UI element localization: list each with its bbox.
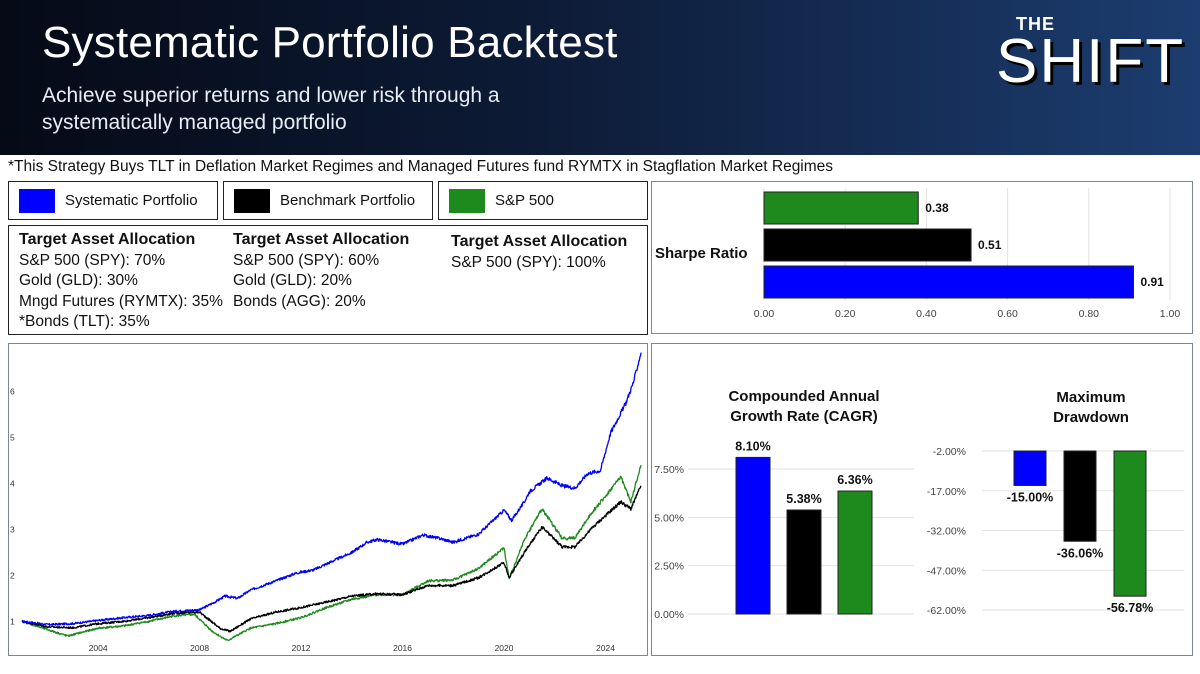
y-tick-label: 4 [10, 479, 15, 489]
data-label: -36.06% [1057, 546, 1104, 560]
chart-title: Maximum [1056, 389, 1125, 406]
y-tick-label: 3 [10, 524, 15, 534]
allocation-line: S&P 500 (SPY): 60% [233, 251, 380, 269]
allocation-line: Mngd Futures (RYMTX): 35% [19, 292, 223, 310]
allocation-systematic: Target Asset Allocation S&P 500 (SPY): 7… [19, 230, 223, 333]
y-tick-label: 6 [10, 387, 15, 397]
y-tick-label: 1 [10, 616, 15, 626]
chart-title: Sharpe Ratio [655, 245, 748, 262]
metric-bar [1013, 450, 1047, 486]
x-tick-label: 0.40 [916, 308, 937, 320]
legend-item-sp500: S&P 500 [438, 181, 648, 220]
x-tick-label: 2004 [89, 643, 108, 653]
x-tick-label: 2024 [596, 643, 615, 653]
allocation-line: *Bonds (TLT): 35% [19, 313, 150, 330]
y-tick-label: -32.00% [927, 526, 966, 538]
allocation-heading: Target Asset Allocation [451, 233, 628, 250]
y-tick-label: -62.00% [927, 605, 966, 617]
legend-swatch-sp500 [449, 188, 485, 213]
legend-item-benchmark: Benchmark Portfolio [223, 181, 433, 220]
data-label: -56.78% [1107, 601, 1154, 615]
y-tick-label: 2 [10, 570, 15, 580]
x-tick-label: 0.80 [1079, 308, 1100, 320]
metric-bar [1113, 450, 1147, 597]
y-tick-label: -17.00% [927, 486, 966, 498]
x-tick-label: 2008 [190, 643, 209, 653]
brand-logo: THE SHIFT [996, 14, 1186, 96]
max-drawdown-chart: Maximum Drawdown -2.00% -17.00% -32.00% -47.0… [927, 389, 1184, 617]
metric-bar [786, 509, 822, 615]
x-tick-label: 2016 [393, 643, 412, 653]
sharpe-bar [763, 228, 972, 262]
x-tick-label: 0.20 [835, 308, 856, 320]
allocation-line: Gold (GLD): 20% [233, 272, 352, 289]
legend-swatch-benchmark [234, 188, 270, 213]
allocation-line: Gold (GLD): 30% [19, 272, 138, 289]
allocation-line: Bonds (AGG): 20% [233, 292, 366, 310]
strategy-note: *This Strategy Buys TLT in Deflation Mar… [8, 158, 834, 175]
allocation-benchmark: Target Asset Allocation S&P 500 (SPY): 6… [233, 230, 409, 312]
data-label: 0.91 [1140, 275, 1164, 289]
data-label: 0.51 [978, 238, 1002, 252]
page-subtitle: Achieve superior returns and lower risk … [42, 84, 500, 134]
page-title: Systematic Portfolio Backtest [42, 18, 618, 67]
metrics-panel: Compounded Annual Growth Rate (CAGR) 0.00%… [651, 343, 1193, 656]
x-tick-label: 1.00 [1160, 308, 1181, 320]
sharpe-ratio-chart: 0.00 0.20 0.40 0.60 0.80 1.00 Sharpe Ratio 0.38… [655, 188, 1181, 320]
data-label: 0.38 [925, 201, 949, 215]
allocation-panel: Target Asset Allocation S&P 500 (SPY): 7… [8, 225, 648, 335]
y-tick-label: 7.50% [654, 464, 684, 476]
legend-swatch-systematic [19, 188, 55, 213]
allocation-heading: Target Asset Allocation [233, 231, 410, 248]
data-label: 5.38% [786, 492, 821, 506]
y-tick-label: 5 [10, 433, 15, 443]
logo-text-main: SHIFT [996, 27, 1186, 96]
allocation-line: S&P 500 (SPY): 100% [451, 253, 606, 271]
metric-bar [837, 490, 873, 615]
cagr-chart: Compounded Annual Growth Rate (CAGR) 0.00%… [654, 388, 914, 621]
x-tick-label: 0.00 [754, 308, 775, 320]
chart-title: Compounded Annual [728, 388, 879, 405]
sharpe-ratio-panel: 0.00 0.20 0.40 0.60 0.80 1.00 Sharpe Ratio 0.38… [651, 181, 1193, 334]
legend-label-benchmark: Benchmark Portfolio [280, 192, 416, 209]
y-tick-label: -47.00% [927, 565, 966, 577]
data-label: -15.00% [1007, 490, 1054, 504]
growth-line-chart: 1 2 3 4 5 6 2004 2008 2012 2016 2020 2024 [10, 352, 642, 653]
x-tick-label: 2020 [495, 643, 514, 653]
sharpe-bar [763, 191, 919, 225]
y-tick-label: 5.00% [654, 512, 684, 524]
header-banner: Systematic Portfolio Backtest Achieve su… [0, 0, 1200, 155]
series-line [21, 485, 642, 633]
y-tick-label: 2.50% [654, 561, 684, 573]
series-line [21, 464, 642, 642]
data-label: 6.36% [837, 473, 872, 487]
growth-line-panel: 1 2 3 4 5 6 2004 2008 2012 2016 2020 2024 [8, 343, 648, 656]
sharpe-bar [763, 265, 1134, 299]
legend-label-sp500: S&P 500 [495, 192, 554, 209]
x-tick-label: 2012 [292, 643, 311, 653]
chart-title: Drawdown [1053, 409, 1129, 426]
metric-bar [735, 456, 771, 615]
y-tick-label: 0.00% [654, 609, 684, 621]
legend-label-systematic: Systematic Portfolio [65, 192, 198, 209]
chart-title: Growth Rate (CAGR) [730, 408, 878, 425]
allocation-heading: Target Asset Allocation [19, 231, 196, 248]
logo-text-top: THE [1016, 14, 1055, 34]
data-label: 8.10% [735, 439, 770, 453]
y-tick-label: -2.00% [933, 446, 966, 458]
allocation-sp500: Target Asset Allocation S&P 500 (SPY): 1… [451, 232, 627, 273]
legend-item-systematic: Systematic Portfolio [8, 181, 218, 220]
metric-bar [1063, 450, 1097, 542]
x-tick-label: 0.60 [997, 308, 1018, 320]
series-line [21, 352, 642, 626]
allocation-line: S&P 500 (SPY): 70% [19, 251, 166, 269]
